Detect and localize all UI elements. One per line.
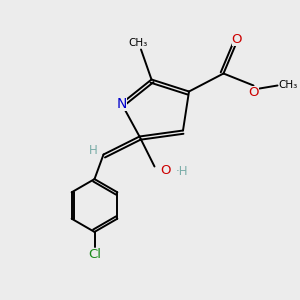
Text: H: H — [88, 143, 98, 157]
Text: CH₃: CH₃ — [278, 80, 298, 91]
Text: O: O — [248, 85, 259, 99]
Text: Cl: Cl — [88, 248, 101, 261]
Text: O: O — [232, 33, 242, 46]
Text: ·H: ·H — [176, 165, 188, 178]
Text: O: O — [161, 164, 171, 177]
Text: CH₃: CH₃ — [128, 38, 148, 48]
Text: N: N — [116, 97, 127, 110]
